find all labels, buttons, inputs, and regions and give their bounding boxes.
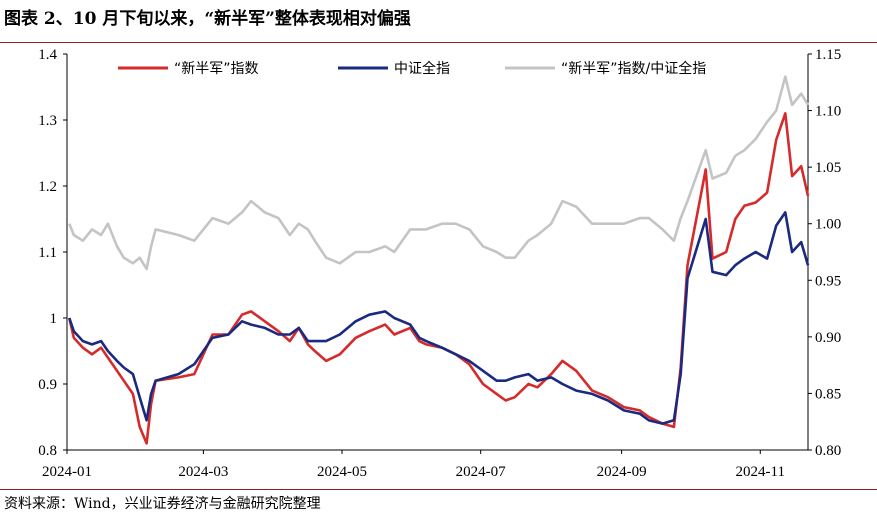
x-tick-label: 2024-09	[597, 464, 647, 480]
y-left-tick-label: 1	[50, 311, 58, 327]
series-lines	[68, 75, 810, 445]
y-right-tick-label: 0.80	[815, 443, 841, 459]
x-tick-label: 2024-11	[736, 464, 785, 480]
source-divider	[0, 489, 877, 490]
chart-title: 图表 2、10 月下旬以来，“新半军”整体表现相对偏强	[4, 9, 411, 29]
y-left-tick-label: 1.1	[38, 245, 57, 261]
y-left-tick-label: 1.4	[38, 47, 57, 63]
title-divider	[0, 42, 877, 43]
y-right-tick-label: 1.15	[815, 47, 841, 63]
y-right-tick-label: 0.85	[815, 386, 841, 402]
axes: 0.8 0.9 1 1.1 1.2 1.3 1.4 0.80 0.85 0.90 0.95 1.00 1…	[38, 47, 841, 480]
legend: “新半军”指数 中证全指 “新半军”指数/中证全指	[118, 60, 706, 77]
legend-label-3: “新半军”指数/中证全指	[561, 60, 706, 77]
y-left-tick-label: 1.3	[38, 113, 57, 129]
line-chart: 0.8 0.9 1 1.1 1.2 1.3 1.4 0.80 0.85 0.90 0.95 1.00 1…	[38, 47, 841, 480]
series-line-3	[68, 75, 810, 271]
legend-label-2: 中证全指	[394, 60, 450, 77]
source-note: 资料来源：Wind，兴业证券经济与金融研究院整理	[4, 496, 321, 512]
x-tick-label: 2024-07	[456, 464, 506, 480]
y-left-tick-label: 0.9	[38, 377, 57, 393]
series-line-1	[68, 112, 810, 445]
y-left-tick-label: 0.8	[38, 443, 57, 459]
legend-label-1: “新半军”指数	[174, 61, 259, 77]
series-line-2	[68, 211, 810, 425]
y-right-tick-label: 0.90	[815, 330, 841, 346]
y-right-tick-label: 1.05	[815, 160, 841, 176]
y-left-tick-label: 1.2	[38, 179, 57, 195]
x-tick-label: 2024-01	[42, 464, 92, 480]
y-right-tick-label: 0.95	[815, 273, 841, 289]
y-right-tick-label: 1.10	[815, 104, 841, 120]
x-tick-label: 2024-03	[178, 464, 228, 480]
x-tick-label: 2024-05	[317, 464, 367, 480]
y-right-tick-label: 1.00	[815, 217, 841, 233]
